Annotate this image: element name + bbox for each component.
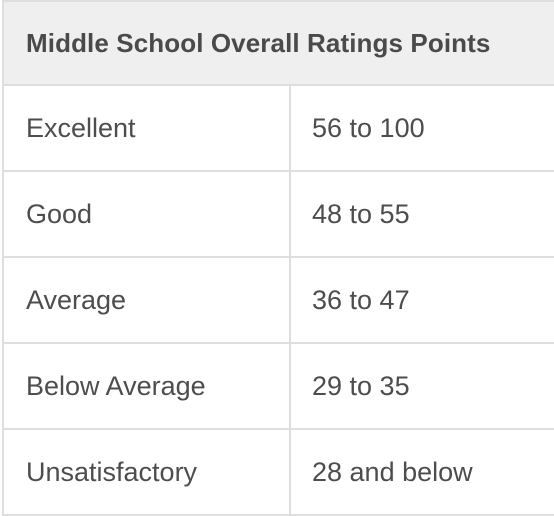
rating-label-cell: Unsatisfactory <box>2 428 291 516</box>
points-range-cell: 29 to 35 <box>288 342 554 430</box>
table-row: Excellent 56 to 100 <box>2 84 554 172</box>
points-range-cell: 48 to 55 <box>288 170 554 258</box>
points-range-cell: 28 and below <box>288 428 554 516</box>
table-body: Excellent 56 to 100 Good 48 to 55 Averag… <box>2 84 554 516</box>
header-row: Middle School Overall Ratings Points <box>1 0 554 86</box>
rating-label-cell: Excellent <box>2 84 291 172</box>
table-header: Middle School Overall Ratings Points <box>1 0 554 86</box>
rating-label-cell: Below Average <box>2 342 291 430</box>
points-range-cell: 56 to 100 <box>288 84 554 172</box>
table-row: Good 48 to 55 <box>2 170 554 258</box>
table-row: Below Average 29 to 35 <box>2 342 554 430</box>
table-row: Unsatisfactory 28 and below <box>2 428 554 516</box>
rating-label-cell: Average <box>2 256 291 344</box>
points-range-cell: 36 to 47 <box>288 256 554 344</box>
table-row: Average 36 to 47 <box>2 256 554 344</box>
rating-label-cell: Good <box>2 170 291 258</box>
table-title: Middle School Overall Ratings Points <box>1 0 554 86</box>
